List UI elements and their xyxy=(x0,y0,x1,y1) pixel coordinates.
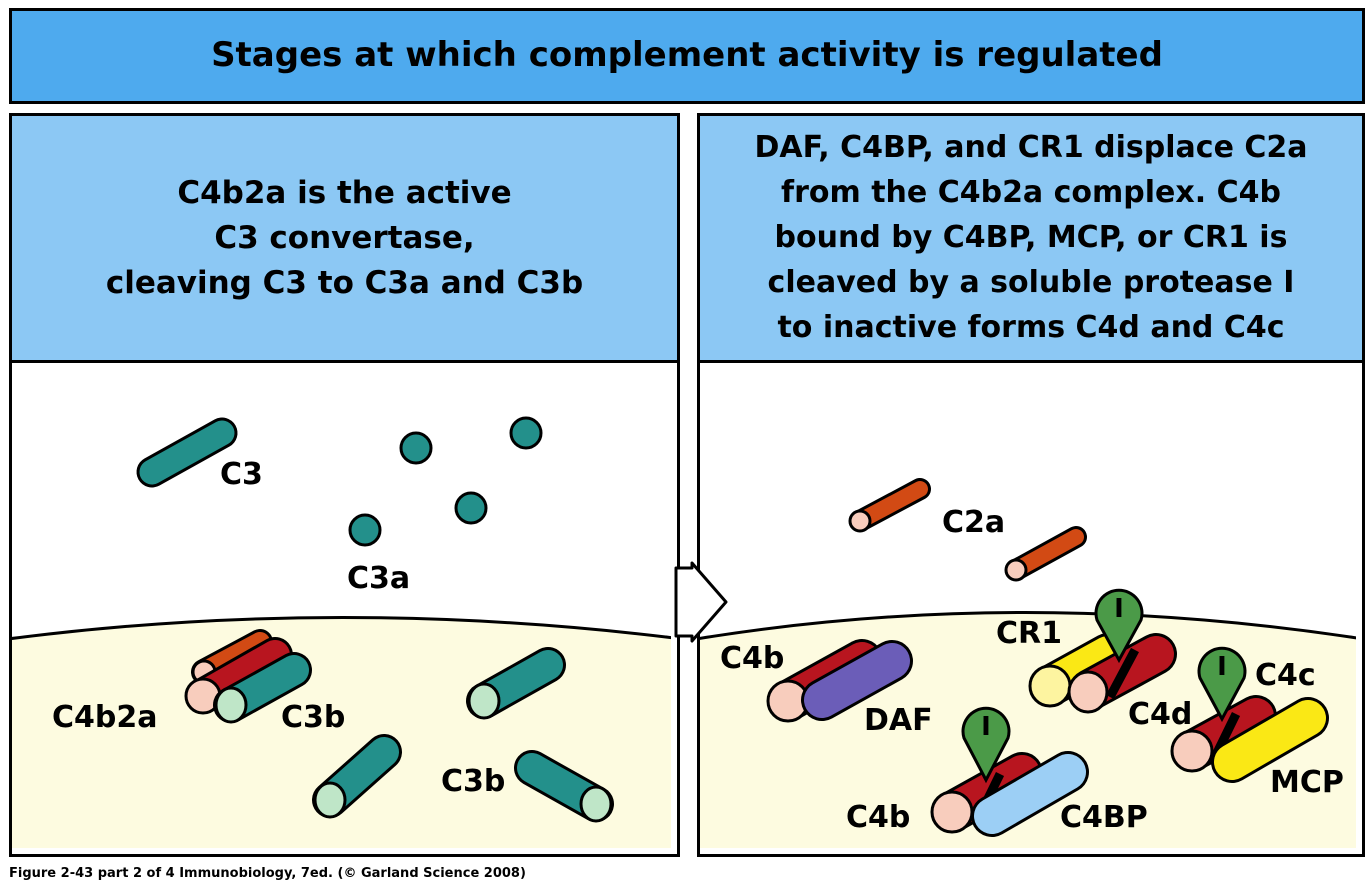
figure-title: Stages at which complement activity is r… xyxy=(211,35,1163,75)
cr1-c4b-complex xyxy=(1028,588,1177,714)
left-header-line: C4b2a is the active xyxy=(177,175,512,211)
c4d-label: C4d xyxy=(1128,697,1192,732)
left-panel-header: C4b2a is the active C3 convertase, cleav… xyxy=(12,116,677,363)
c3-molecule xyxy=(136,417,238,488)
right-header-line: cleaved by a soluble protease I xyxy=(767,265,1295,300)
c3b-molecule xyxy=(514,750,614,823)
protease-label: I xyxy=(981,712,991,742)
title-banner: Stages at which complement activity is r… xyxy=(9,8,1365,104)
left-header-line: C3 convertase, xyxy=(214,220,475,256)
right-panel-header: DAF, C4BP, and CR1 displace C2a from the… xyxy=(700,116,1362,363)
cr1-label: CR1 xyxy=(996,616,1062,651)
right-header-line: to inactive forms C4d and C4c xyxy=(777,310,1285,345)
c3a-fragments xyxy=(348,416,543,547)
protease-label: I xyxy=(1114,594,1124,624)
c2a-fragment xyxy=(848,478,931,533)
right-header-line: DAF, C4BP, and CR1 displace C2a xyxy=(754,130,1308,165)
c4b2a-complex xyxy=(184,629,312,724)
left-membrane xyxy=(12,616,671,848)
c3b-label: C3b xyxy=(441,764,505,799)
daf-label: DAF xyxy=(864,703,933,738)
figure-caption: Figure 2-43 part 2 of 4 Immunobiology, 7… xyxy=(9,866,526,881)
c4b-label: C4b xyxy=(720,641,784,676)
c2a-label: C2a xyxy=(942,505,1005,540)
left-header-text: C4b2a is the active C3 convertase, cleav… xyxy=(12,171,677,306)
c3b-molecule xyxy=(466,647,566,720)
c4bp-c4b-complex xyxy=(930,706,1089,837)
right-header-text: DAF, C4BP, and CR1 displace C2a from the… xyxy=(700,125,1362,350)
left-header-line: cleaving C3 to C3a and C3b xyxy=(105,265,584,301)
c3a-label: C3a xyxy=(347,561,410,596)
c4b-label: C4b xyxy=(846,800,910,835)
c4b2a-label: C4b2a xyxy=(52,700,157,735)
c3b-label: C3b xyxy=(281,700,345,735)
right-header-line: bound by C4BP, MCP, or CR1 is xyxy=(774,220,1288,255)
right-header-line: from the C4b2a complex. C4b xyxy=(781,175,1281,210)
c4b-daf-complex xyxy=(766,639,913,723)
c4bp-label: C4BP xyxy=(1060,800,1148,835)
c3-label: C3 xyxy=(220,457,263,492)
mcp-label: MCP xyxy=(1270,765,1344,800)
c3b-molecule xyxy=(312,734,402,819)
c2a-fragment xyxy=(1004,526,1087,582)
protease-label: I xyxy=(1217,652,1227,682)
mcp-c4b-complex xyxy=(1170,646,1329,783)
arrow-icon xyxy=(674,561,728,643)
c4c-label: C4c xyxy=(1255,658,1316,693)
